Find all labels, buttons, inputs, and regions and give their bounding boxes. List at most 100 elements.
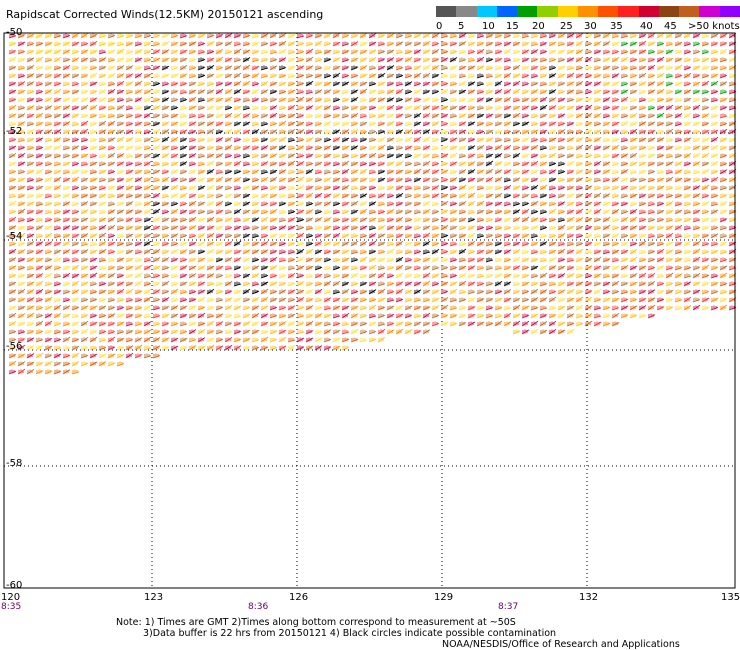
- wind-barb: [314, 153, 323, 159]
- wind-barb: [386, 81, 395, 87]
- wind-barb: [143, 233, 152, 239]
- wind-barb: [539, 281, 548, 287]
- wind-barb: [539, 33, 548, 39]
- wind-barb: [251, 185, 260, 191]
- wind-barb: [35, 361, 44, 367]
- wind-barb: [431, 233, 440, 239]
- wind-barb: [458, 225, 467, 231]
- wind-barb: [53, 105, 62, 111]
- wind-barb: [503, 57, 512, 63]
- wind-barb: [656, 305, 665, 311]
- wind-barb: [161, 217, 170, 223]
- wind-barb: [107, 217, 116, 223]
- wind-barb: [728, 89, 737, 95]
- wind-barb: [476, 193, 485, 199]
- wind-barb: [368, 217, 377, 223]
- wind-barb: [296, 73, 305, 79]
- wind-barb: [125, 57, 134, 63]
- wind-barb: [242, 145, 251, 151]
- wind-barb: [188, 193, 197, 199]
- wind-barb: [674, 169, 683, 175]
- wind-barb: [593, 145, 602, 151]
- wind-barb: [305, 137, 314, 143]
- wind-barb: [395, 97, 404, 103]
- wind-barb: [116, 177, 125, 183]
- wind-barb: [647, 201, 656, 207]
- wind-barb: [557, 297, 566, 303]
- wind-barb: [458, 257, 467, 263]
- wind-barb: [611, 113, 620, 119]
- wind-barb: [62, 336, 71, 343]
- wind-barb: [719, 137, 728, 143]
- wind-barb: [530, 273, 539, 279]
- wind-barb: [341, 217, 350, 223]
- wind-barb: [179, 41, 188, 47]
- wind-barb: [359, 81, 368, 87]
- wind-barb: [728, 113, 737, 119]
- wind-barb: [98, 249, 107, 255]
- wind-barb: [143, 265, 152, 271]
- wind-barb: [485, 273, 494, 279]
- wind-barb: [566, 288, 575, 295]
- wind-barb: [98, 185, 107, 191]
- wind-barb: [476, 265, 485, 271]
- wind-barb: [395, 81, 404, 87]
- wind-barb: [206, 248, 215, 255]
- wind-barb: [476, 56, 485, 63]
- wind-barb: [656, 121, 665, 127]
- wind-barb: [134, 177, 143, 183]
- wind-barb: [44, 57, 53, 63]
- wind-barb: [611, 312, 620, 319]
- wind-barb: [413, 41, 422, 47]
- wind-barb: [251, 105, 260, 111]
- wind-barbs: [8, 32, 737, 375]
- wind-barb: [179, 161, 188, 167]
- wind-barb: [80, 32, 89, 39]
- wind-barb: [287, 313, 296, 319]
- wind-barb: [377, 65, 386, 71]
- wind-barb: [332, 72, 341, 79]
- wind-barb: [224, 289, 233, 295]
- wind-barb: [476, 105, 485, 111]
- wind-barb: [71, 321, 80, 327]
- wind-barb: [116, 297, 125, 303]
- wind-barb: [314, 281, 323, 287]
- wind-barb: [377, 297, 386, 303]
- wind-barb: [152, 161, 161, 167]
- wind-barb: [305, 297, 314, 303]
- wind-barb: [260, 105, 269, 111]
- wind-barb: [692, 304, 701, 311]
- wind-barb: [449, 217, 458, 223]
- wind-barb: [197, 296, 206, 303]
- wind-barb: [665, 113, 674, 119]
- note-line: NOAA/NESDIS/Office of Research and Appli…: [442, 639, 680, 650]
- wind-barb: [179, 185, 188, 191]
- wind-barb: [278, 129, 287, 135]
- wind-barb: [647, 257, 656, 263]
- wind-barb: [575, 113, 584, 119]
- wind-barb: [413, 177, 422, 183]
- wind-barb: [485, 201, 494, 207]
- wind-barb: [584, 97, 593, 103]
- wind-barb: [233, 113, 242, 119]
- wind-barb: [98, 120, 107, 127]
- wind-barb: [35, 145, 44, 151]
- wind-barb: [233, 273, 242, 279]
- wind-barb: [728, 233, 737, 239]
- wind-barb: [575, 65, 584, 71]
- wind-barb: [341, 121, 350, 127]
- wind-barb: [188, 105, 197, 111]
- wind-barb: [44, 257, 53, 263]
- wind-barb: [233, 176, 242, 183]
- wind-barb: [647, 97, 656, 103]
- wind-barb: [125, 313, 134, 319]
- wind-barb: [278, 201, 287, 207]
- wind-barb: [395, 113, 404, 119]
- wind-barb: [359, 208, 368, 215]
- wind-barb: [143, 121, 152, 127]
- wind-barb: [17, 89, 26, 95]
- wind-barb: [62, 233, 71, 239]
- wind-barb: [53, 209, 62, 215]
- wind-barb: [296, 321, 305, 327]
- wind-barb: [341, 249, 350, 255]
